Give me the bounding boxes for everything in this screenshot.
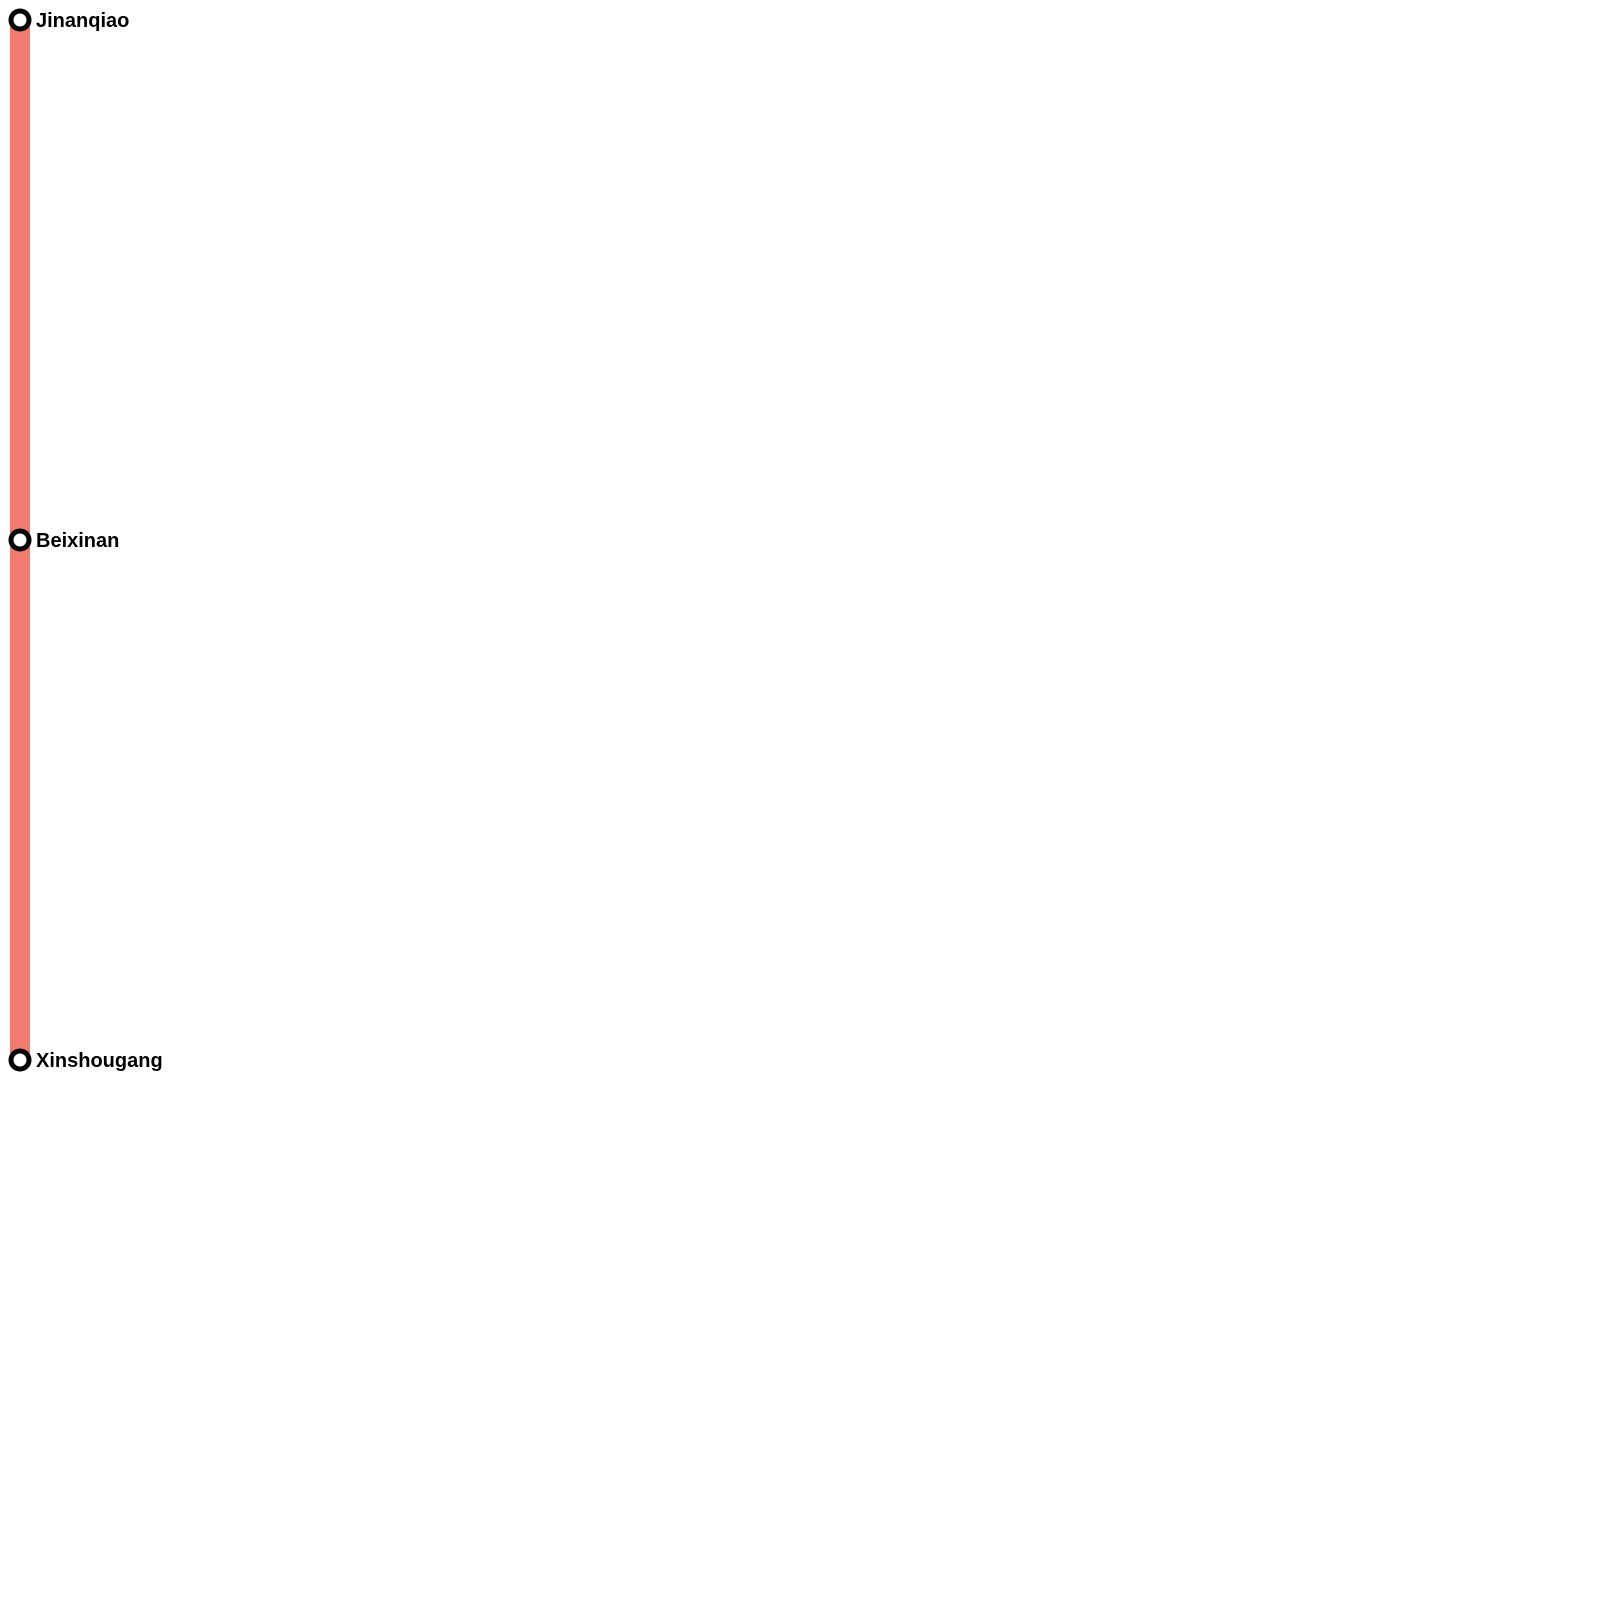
- station-beixinan[interactable]: Beixinan: [8, 528, 119, 552]
- station-label: Beixinan: [36, 530, 119, 552]
- station-marker-icon: [8, 528, 32, 552]
- station-label: Jinanqiao: [36, 10, 129, 32]
- station-marker-icon: [8, 1048, 32, 1072]
- station-marker-icon: [8, 8, 32, 32]
- station-jinanqiao[interactable]: Jinanqiao: [8, 8, 129, 32]
- station-xinshougang[interactable]: Xinshougang: [8, 1048, 163, 1072]
- station-label: Xinshougang: [36, 1050, 163, 1072]
